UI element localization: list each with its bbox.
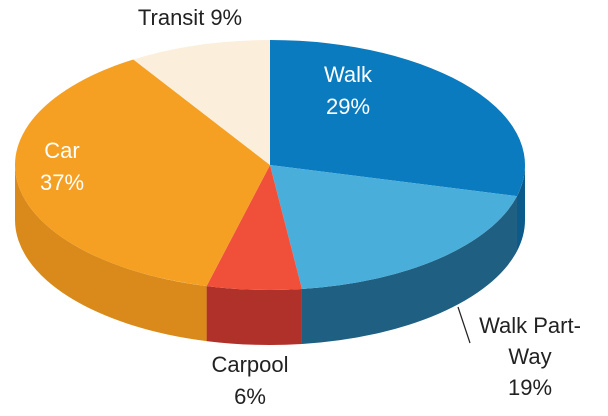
slice	[133, 40, 270, 165]
slice-label: Walk 29%	[324, 62, 373, 119]
category-line: Walk Part-	[479, 313, 581, 338]
value-label: 6%	[234, 384, 266, 409]
value-label: 29%	[326, 94, 370, 119]
slice-side	[301, 196, 517, 345]
slice	[270, 40, 525, 197]
category-label: Transit	[138, 5, 204, 30]
slice	[270, 165, 517, 290]
category-label: Carpool	[211, 352, 288, 377]
category-label: Walk	[324, 62, 373, 87]
category-label: Car	[44, 138, 79, 163]
slice-label: Carpool 6%	[211, 352, 288, 409]
slice-side	[14, 165, 207, 342]
leader-line	[457, 306, 471, 344]
value-label: 37%	[40, 170, 84, 195]
value-label: 19%	[508, 375, 552, 400]
slice	[14, 59, 270, 287]
slice-side	[206, 286, 302, 345]
category-line: Way	[508, 344, 551, 369]
slice-label: Transit 9%	[138, 5, 242, 30]
slice-label: Walk Part- Way 19%	[479, 313, 581, 400]
value-label: 9%	[210, 5, 242, 30]
slice-label: Car 37%	[40, 138, 84, 195]
slice-side	[516, 165, 525, 252]
category-label: Walk Part- Way	[479, 313, 581, 369]
slice	[206, 165, 302, 291]
